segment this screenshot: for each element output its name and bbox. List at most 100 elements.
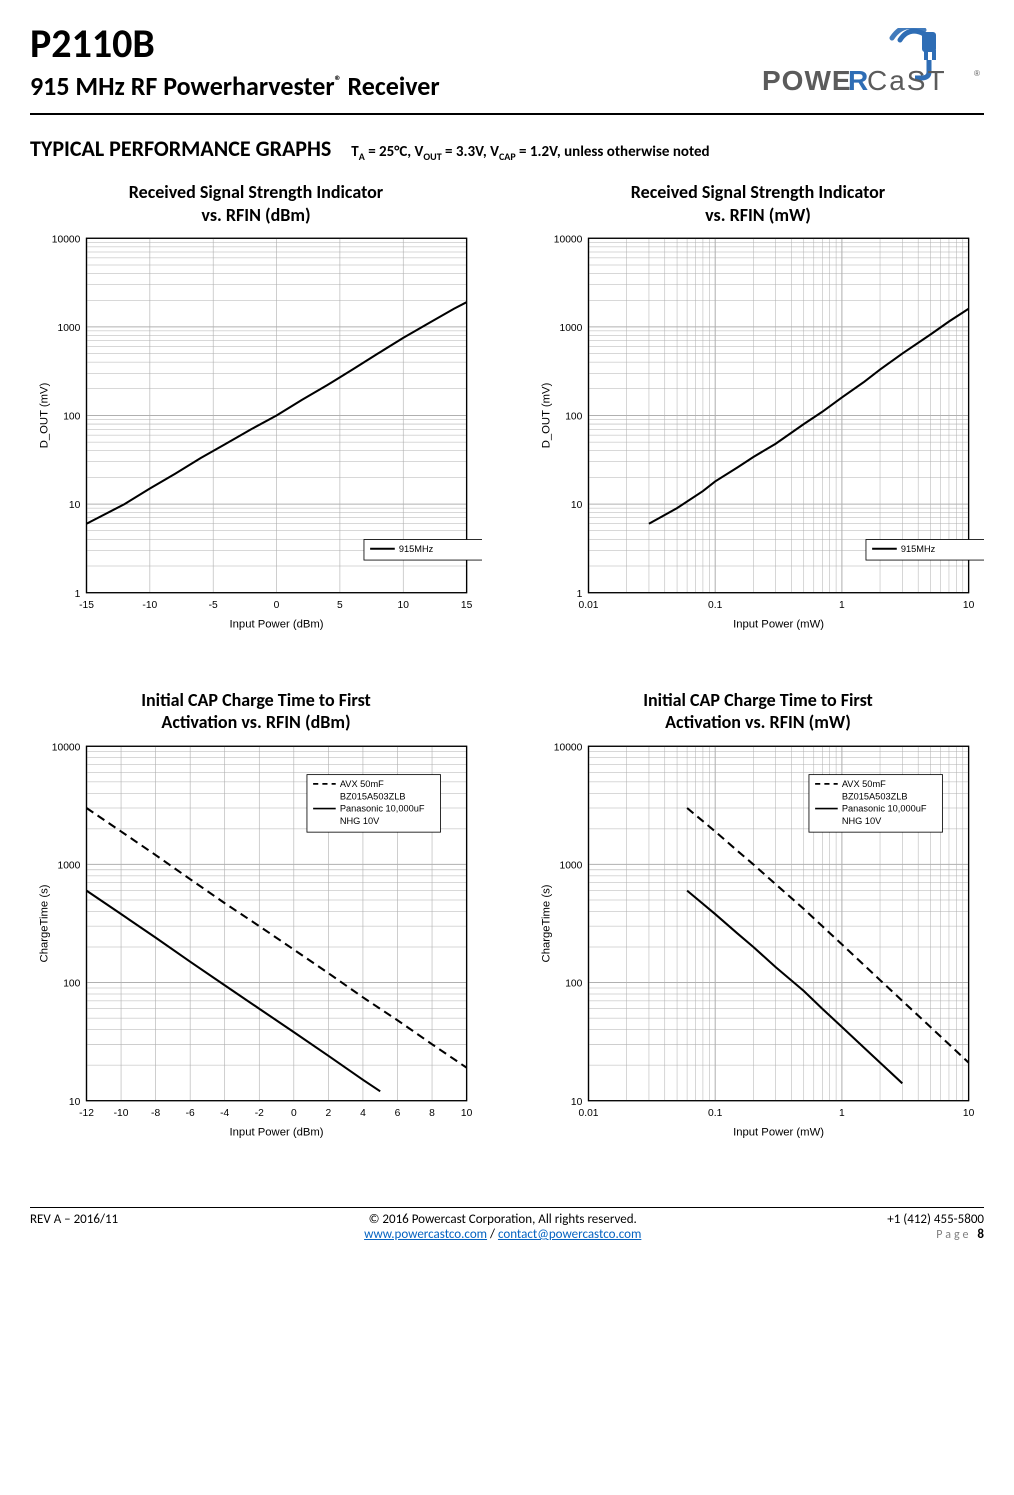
svg-text:1000: 1000 xyxy=(57,860,80,871)
svg-text:-8: -8 xyxy=(151,1108,160,1119)
svg-text:10000: 10000 xyxy=(52,234,81,245)
subtitle-text: 915 MHz RF Powerharvester xyxy=(30,70,335,102)
footer-copyright: © 2016 Powercast Corporation, All rights… xyxy=(369,1212,637,1227)
svg-text:10: 10 xyxy=(398,600,410,611)
svg-text:Panasonic 10,000uF: Panasonic 10,000uF xyxy=(340,804,425,814)
svg-text:NHG 10V: NHG 10V xyxy=(842,816,882,826)
svg-text:-10: -10 xyxy=(142,600,157,611)
charts-grid: Received Signal Strength Indicator vs. R… xyxy=(30,181,984,1147)
svg-text:10: 10 xyxy=(461,1108,473,1119)
svg-text:0: 0 xyxy=(274,600,280,611)
svg-text:-15: -15 xyxy=(79,600,94,611)
svg-text:10: 10 xyxy=(69,1097,81,1108)
svg-text:10: 10 xyxy=(571,1097,583,1108)
chart-svg: 1 10 100 1000 10000 -15 -10 -5 0 5 10 15 Input Power… xyxy=(30,228,482,639)
chart-title: Initial CAP Charge Time to First Activat… xyxy=(30,689,482,734)
doc-header: P2110B 915 MHz RF Powerharvester® Receiv… xyxy=(30,24,984,115)
svg-text:8: 8 xyxy=(429,1108,435,1119)
chart-title: Initial CAP Charge Time to First Activat… xyxy=(532,689,984,734)
chart-svg: 10 100 1000 10000 -12 -10 -8 -6 -4 -2 0 2 4 6 8 10 Input… xyxy=(30,736,482,1147)
footer-rule xyxy=(30,1207,984,1208)
svg-text:1: 1 xyxy=(577,589,583,600)
svg-text:915MHz: 915MHz xyxy=(901,544,936,554)
svg-text:1: 1 xyxy=(839,1108,845,1119)
svg-text:6: 6 xyxy=(395,1108,401,1119)
svg-text:100: 100 xyxy=(63,979,80,990)
section-conditions: TA = 25°C, VOUT = 3.3V, VCAP = 1.2V, unl… xyxy=(351,143,709,163)
svg-text:15: 15 xyxy=(461,600,473,611)
svg-text:10000: 10000 xyxy=(554,742,583,753)
model-number: P2110B xyxy=(30,24,440,64)
svg-text:100: 100 xyxy=(565,412,582,423)
svg-text:-2: -2 xyxy=(255,1108,264,1119)
footer-rev: REV A – 2016/11 xyxy=(30,1212,118,1242)
svg-text:Input Power (dBm): Input Power (dBm) xyxy=(230,1127,324,1139)
subtitle-tail: Receiver xyxy=(342,70,440,102)
svg-text:CaST: CaST xyxy=(867,65,947,96)
svg-text:BZ015A503ZLB: BZ015A503ZLB xyxy=(842,791,908,801)
svg-text:ChargeTime (s): ChargeTime (s) xyxy=(38,884,50,962)
product-subtitle: 915 MHz RF Powerharvester® Receiver xyxy=(30,70,440,102)
footer-center: © 2016 Powercast Corporation, All rights… xyxy=(118,1212,887,1242)
svg-text:AVX 50mF: AVX 50mF xyxy=(842,779,886,789)
svg-text:-10: -10 xyxy=(114,1108,129,1119)
page-footer: REV A – 2016/11 © 2016 Powercast Corpora… xyxy=(30,1212,984,1252)
chart-svg: 101001000100000.010.1110Input Power (mW)… xyxy=(532,736,984,1147)
svg-text:0.1: 0.1 xyxy=(708,1108,723,1119)
svg-text:-12: -12 xyxy=(79,1108,94,1119)
svg-text:AVX 50mF: AVX 50mF xyxy=(340,779,384,789)
svg-text:Input Power (mW): Input Power (mW) xyxy=(733,619,824,631)
chart-rssi-dbm: Received Signal Strength Indicator vs. R… xyxy=(30,181,482,639)
svg-text:®: ® xyxy=(974,69,980,78)
chart-svg: 1 10 100 1000 10000 0.01 0.1 1 10 Input Power (mW… xyxy=(532,228,984,639)
svg-text:NHG 10V: NHG 10V xyxy=(340,816,380,826)
chart-cap-mw: Initial CAP Charge Time to First Activat… xyxy=(532,689,984,1147)
svg-text:-4: -4 xyxy=(220,1108,229,1119)
svg-text:1000: 1000 xyxy=(57,323,80,334)
svg-text:D_OUT (mV): D_OUT (mV) xyxy=(38,382,50,448)
svg-text:Input Power (dBm): Input Power (dBm) xyxy=(230,619,324,631)
svg-text:ChargeTime (s): ChargeTime (s) xyxy=(540,884,552,962)
svg-text:1000: 1000 xyxy=(559,323,582,334)
svg-text:D_OUT (mV): D_OUT (mV) xyxy=(540,382,552,448)
chart-cap-dbm: Initial CAP Charge Time to First Activat… xyxy=(30,689,482,1147)
section-heading-row: TYPICAL PERFORMANCE GRAPHS TA = 25°C, VO… xyxy=(30,135,984,163)
svg-text:0: 0 xyxy=(291,1108,297,1119)
svg-text:100: 100 xyxy=(63,412,80,423)
svg-text:1: 1 xyxy=(75,589,81,600)
svg-text:10: 10 xyxy=(963,1108,975,1119)
svg-text:10: 10 xyxy=(963,600,975,611)
svg-text:1: 1 xyxy=(839,600,845,611)
brand-logo: POWE R CaST ® xyxy=(754,24,984,103)
page-number: Page 8 xyxy=(936,1227,984,1242)
svg-text:10: 10 xyxy=(69,500,81,511)
svg-text:Panasonic 10,000uF: Panasonic 10,000uF xyxy=(842,804,927,814)
svg-text:10000: 10000 xyxy=(52,742,81,753)
footer-email[interactable]: contact@powercastco.com xyxy=(498,1227,641,1242)
svg-text:BZ015A503ZLB: BZ015A503ZLB xyxy=(340,791,406,801)
chart-title: Received Signal Strength Indicator vs. R… xyxy=(532,181,984,226)
section-title: TYPICAL PERFORMANCE GRAPHS xyxy=(30,135,331,162)
svg-text:-6: -6 xyxy=(186,1108,195,1119)
svg-text:915MHz: 915MHz xyxy=(399,544,434,554)
svg-text:0.1: 0.1 xyxy=(708,600,723,611)
svg-text:100: 100 xyxy=(565,979,582,990)
header-titles: P2110B 915 MHz RF Powerharvester® Receiv… xyxy=(30,24,440,102)
svg-text:10: 10 xyxy=(571,500,583,511)
svg-text:10000: 10000 xyxy=(554,234,583,245)
registered-mark: ® xyxy=(335,72,342,89)
svg-text:R: R xyxy=(848,65,868,96)
footer-right: +1 (412) 455-5800 Page 8 xyxy=(887,1212,984,1242)
svg-text:5: 5 xyxy=(337,600,343,611)
svg-text:POWE: POWE xyxy=(762,65,852,96)
svg-text:-5: -5 xyxy=(209,600,218,611)
svg-text:0.01: 0.01 xyxy=(579,600,599,611)
chart-rssi-mw: Received Signal Strength Indicator vs. R… xyxy=(532,181,984,639)
svg-text:4: 4 xyxy=(360,1108,366,1119)
footer-url[interactable]: www.powercastco.com xyxy=(364,1227,487,1242)
svg-text:2: 2 xyxy=(326,1108,332,1119)
footer-phone: +1 (412) 455-5800 xyxy=(887,1212,984,1227)
svg-text:1000: 1000 xyxy=(559,860,582,871)
chart-title: Received Signal Strength Indicator vs. R… xyxy=(30,181,482,226)
svg-text:0.01: 0.01 xyxy=(579,1108,599,1119)
